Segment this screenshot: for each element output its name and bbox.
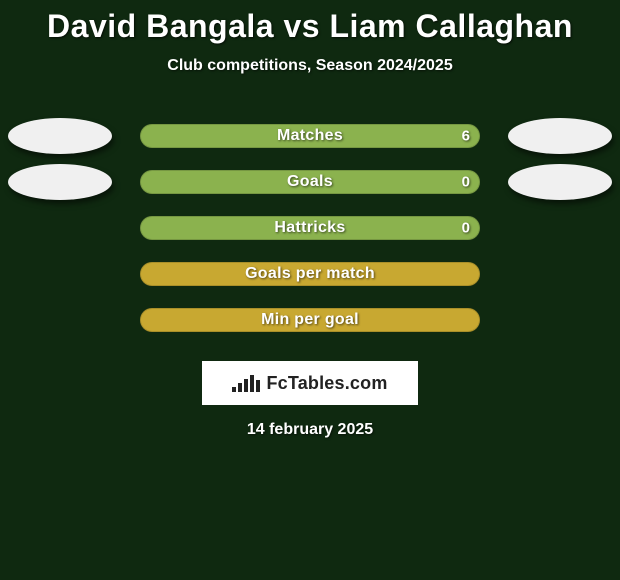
- stat-bar-label: Goals per match: [245, 265, 375, 283]
- left-ellipse: [8, 164, 112, 200]
- stat-row: Hattricks 0: [0, 205, 620, 251]
- stat-row: Min per goal: [0, 297, 620, 343]
- stat-bar: Matches 6: [140, 124, 480, 148]
- footer-logo: FcTables.com: [202, 361, 418, 405]
- stat-bar-label: Goals: [287, 173, 333, 191]
- footer-logo-text: FcTables.com: [266, 373, 387, 394]
- page-title: David Bangala vs Liam Callaghan: [0, 0, 620, 45]
- stat-bar: Hattricks 0: [140, 216, 480, 240]
- stat-bar-value: 6: [462, 128, 470, 145]
- stat-bar-value: 0: [462, 220, 470, 237]
- stat-row: Matches 6: [0, 113, 620, 159]
- left-ellipse: [8, 118, 112, 154]
- stat-bar-label: Matches: [277, 127, 343, 145]
- stat-bar: Min per goal: [140, 308, 480, 332]
- footer-date: 14 february 2025: [0, 421, 620, 439]
- stat-bar-label: Hattricks: [274, 219, 345, 237]
- right-ellipse: [508, 118, 612, 154]
- stat-bar: Goals per match: [140, 262, 480, 286]
- right-ellipse: [508, 164, 612, 200]
- page-subtitle: Club competitions, Season 2024/2025: [0, 57, 620, 75]
- stat-bar-label: Min per goal: [261, 311, 359, 329]
- stat-row: Goals per match: [0, 251, 620, 297]
- stat-row: Goals 0: [0, 159, 620, 205]
- stat-bar-value: 0: [462, 174, 470, 191]
- chart-bars-icon: [232, 374, 260, 392]
- stats-rows: Matches 6 Goals 0 Hattricks 0 Goals per match M…: [0, 113, 620, 343]
- stat-bar: Goals 0: [140, 170, 480, 194]
